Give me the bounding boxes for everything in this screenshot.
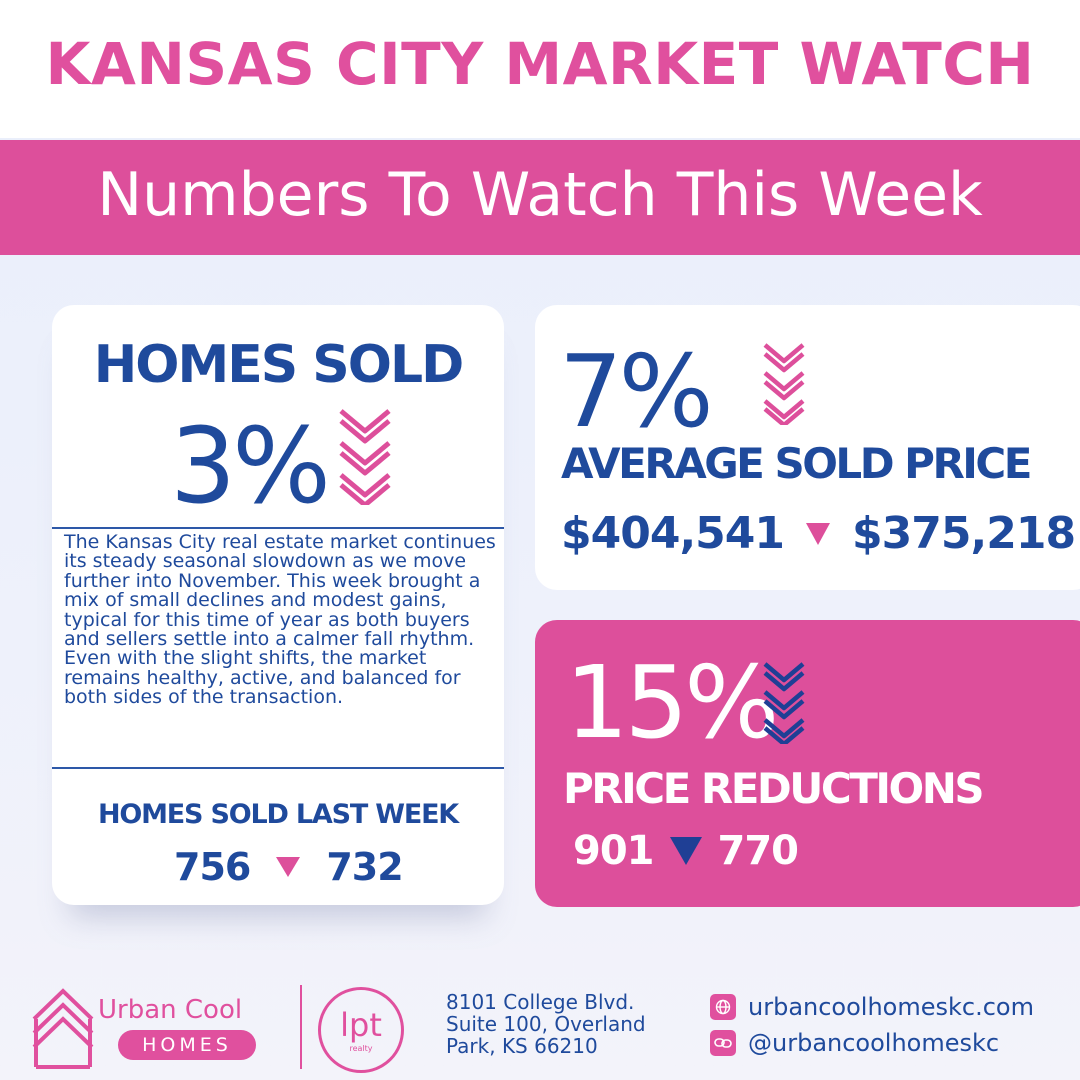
website-contact[interactable]: urbancoolhomeskc.com [710, 993, 1034, 1021]
chevrons-down-icon [339, 409, 391, 505]
average-sold-price-card: 7% AVERAGE SOLD PRICE $404,541 $375,218 [535, 305, 1080, 590]
homes-sold-last-week-label: HOMES SOLD LAST WEEK [97, 799, 459, 830]
chevrons-down-icon [763, 343, 805, 425]
logo-divider [300, 985, 302, 1069]
partner-logo: lpt realty [318, 987, 404, 1073]
price-reductions-current: 770 [717, 828, 799, 874]
address-line-3: Park, KS 66210 [446, 1034, 598, 1058]
divider-bottom [52, 767, 504, 769]
office-address: 8101 College Blvd. Suite 100, Overland P… [446, 991, 696, 1057]
partner-logo-subtext: realty [349, 1044, 373, 1053]
triangle-down-icon [806, 522, 831, 545]
price-reductions-card: 15% PRICE REDUCTIONS 901 770 [535, 620, 1080, 907]
globe-icon [710, 994, 736, 1020]
address-line-2: Suite 100, Overland [446, 1012, 646, 1036]
price-reductions-label: PRICE REDUCTIONS [563, 764, 985, 813]
homes-sold-current: 732 [326, 845, 403, 889]
brand-logo-subtext: HOMES [118, 1030, 256, 1060]
social-contact[interactable]: @urbancoolhomeskc [710, 1029, 999, 1057]
link-icon [710, 1030, 736, 1056]
divider-top [52, 527, 504, 529]
brand-logo-text: Urban Cool [98, 995, 243, 1025]
price-reductions-percent: 15% [565, 644, 779, 761]
page-title: KANSAS CITY MARKET WATCH [45, 30, 1035, 98]
average-sold-price-change: $404,541 $375,218 [561, 508, 1076, 559]
homes-sold-title: HOMES SOLD [93, 335, 465, 395]
partner-logo-text: lpt [340, 1006, 382, 1044]
house-logo-icon [32, 988, 94, 1069]
homes-sold-card: HOMES SOLD 3% The Kansas City real estat… [52, 305, 504, 905]
subtitle-banner [0, 140, 1080, 255]
triangle-down-icon [669, 837, 702, 865]
website-link[interactable]: urbancoolhomeskc.com [748, 993, 1034, 1021]
price-reductions-change: 901 770 [573, 828, 799, 874]
chevrons-down-icon [763, 662, 805, 744]
market-description: The Kansas City real estate market conti… [64, 531, 496, 709]
average-sold-price-previous: $404,541 [561, 508, 785, 559]
homes-sold-percent: 3% [170, 405, 331, 527]
homes-sold-previous: 756 [174, 845, 251, 889]
page-subtitle: Numbers To Watch This Week [97, 160, 983, 230]
footer: Urban Cool HOMES lpt realty 8101 College… [0, 975, 1080, 1075]
price-reductions-previous: 901 [573, 828, 654, 874]
address-line-1: 8101 College Blvd. [446, 990, 635, 1014]
triangle-down-icon [276, 857, 301, 877]
header-bar [0, 0, 1080, 138]
average-sold-price-current: $375,218 [852, 508, 1076, 559]
average-sold-price-label: AVERAGE SOLD PRICE [561, 439, 1032, 488]
average-sold-price-percent: 7% [559, 333, 714, 450]
homes-sold-change: 756 732 [174, 845, 404, 889]
social-handle[interactable]: @urbancoolhomeskc [748, 1029, 1000, 1057]
